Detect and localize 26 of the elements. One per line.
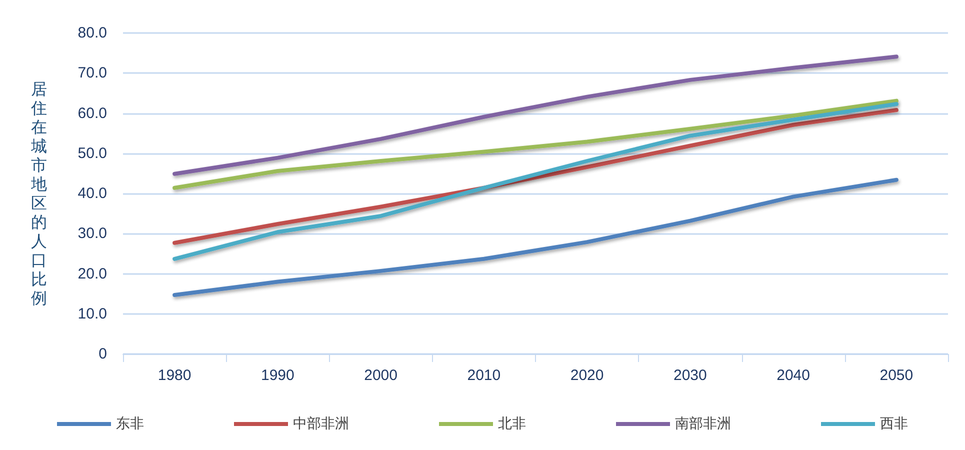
legend-label: 中部非洲 (293, 416, 349, 432)
x-tick-label: 2050 (880, 367, 914, 384)
y-tick-label: 40.0 (78, 185, 107, 202)
line-series (172, 98, 898, 190)
x-tick-label: 2010 (467, 367, 501, 384)
y-tick-label: 10.0 (78, 305, 107, 322)
y-tick-label: 80.0 (78, 24, 107, 42)
x-tick-label: 1990 (261, 367, 294, 384)
legend-label: 东非 (116, 416, 144, 432)
y-tick-label: 70.0 (78, 64, 107, 82)
legend-label: 南部非洲 (675, 416, 731, 432)
y-tick-label: 60.0 (78, 104, 107, 122)
y-tick-label: 0 (98, 346, 107, 362)
legend-label: 北非 (498, 416, 526, 432)
x-tick-label: 2020 (570, 367, 604, 384)
line-series (172, 54, 898, 176)
x-tick-label: 1980 (158, 367, 192, 384)
x-tick-label: 2000 (364, 367, 398, 384)
legend-label: 西非 (880, 416, 908, 432)
y-tick-label: 50.0 (78, 144, 107, 162)
y-tick-label: 30.0 (78, 225, 107, 242)
x-tick-label: 2030 (674, 367, 707, 384)
line-series (172, 178, 898, 298)
text: 居住在城市地区的人口比例 (31, 80, 47, 308)
y-tick-label: 20.0 (78, 265, 107, 282)
x-tick-label: 2040 (776, 367, 810, 384)
